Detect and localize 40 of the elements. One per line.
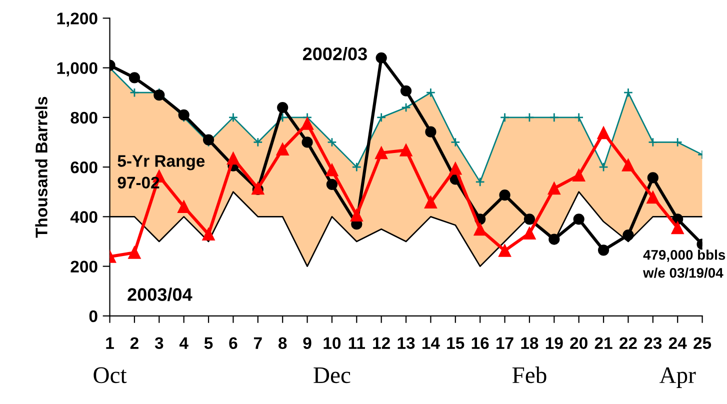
y-tick-label: 200 xyxy=(70,260,98,273)
text: Oct xyxy=(94,367,127,384)
y-tick-label: 1,000 xyxy=(57,62,98,76)
x-tick-label: 20 xyxy=(570,337,588,350)
x-tick-label: 24 xyxy=(668,337,687,349)
x-tick-label: 14 xyxy=(422,337,440,349)
x-tick-label: 23 xyxy=(644,337,662,350)
text: Dec xyxy=(314,367,350,384)
x-tick-label: 21 xyxy=(594,337,612,349)
x-tick-label: 3 xyxy=(154,337,164,350)
x-tick-label: 11 xyxy=(348,337,365,349)
annotation: 2002/03 xyxy=(302,46,367,60)
x-tick-label: 18 xyxy=(521,337,538,350)
y-axis-title: Thousand Barrels xyxy=(35,96,48,238)
x-tick-label: 16 xyxy=(472,337,489,350)
x-tick-label: 1 xyxy=(106,337,114,349)
x-tick-label: 17 xyxy=(496,337,514,349)
x-tick-label: 7 xyxy=(254,337,262,349)
y-tick-label: 600 xyxy=(70,161,98,174)
x-tick-label: 2 xyxy=(130,337,138,349)
x-tick-label: 15 xyxy=(447,337,464,350)
y-tick-label: 1,200 xyxy=(57,12,98,27)
x-tick-label: 8 xyxy=(278,337,287,350)
y-tick-label: 800 xyxy=(70,112,98,124)
y-tick-label: 400 xyxy=(70,211,98,223)
annotation: 2003/04 xyxy=(128,288,192,302)
y-tick-label: 0 xyxy=(89,310,98,322)
annotation: 479,000 bbls w/e 03/19/04 xyxy=(642,250,726,278)
x-tick-label: 10 xyxy=(324,337,341,350)
x-tick-label: 13 xyxy=(398,337,415,350)
x-tick-label: 6 xyxy=(229,337,238,350)
text: Apr xyxy=(659,367,696,388)
x-tick-label: 4 xyxy=(179,337,188,349)
x-tick-label: 25 xyxy=(694,337,712,350)
text: Feb xyxy=(512,366,546,384)
x-tick-label: 9 xyxy=(303,337,312,350)
x-tick-label: 5 xyxy=(204,337,213,350)
x-tick-label: 19 xyxy=(546,337,563,350)
x-tick-label: 22 xyxy=(620,337,637,349)
x-tick-label: 12 xyxy=(373,337,390,349)
